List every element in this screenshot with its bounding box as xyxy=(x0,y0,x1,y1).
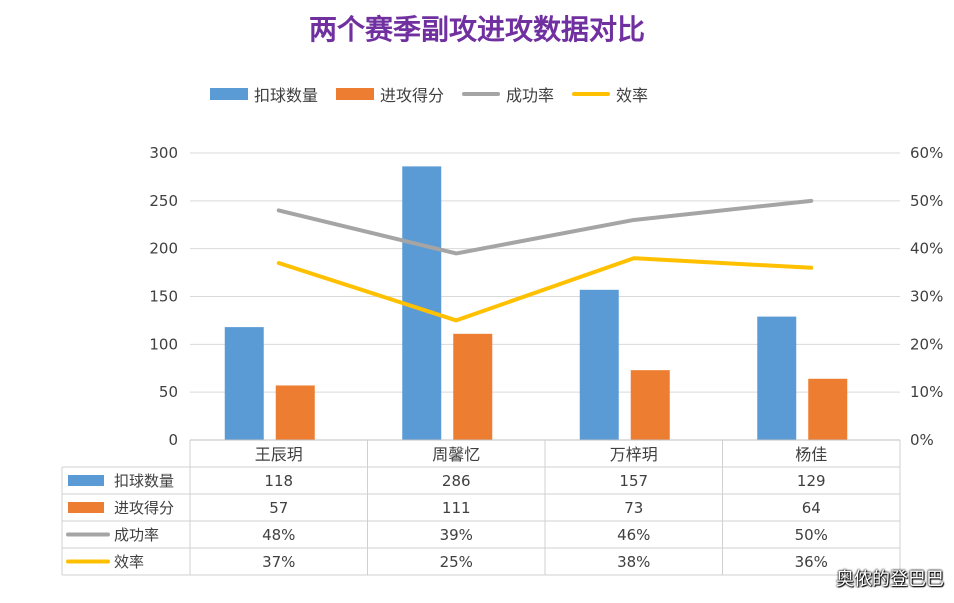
table-cell: 157 xyxy=(619,472,648,490)
series-line xyxy=(276,198,814,256)
table-cell: 118 xyxy=(264,472,293,490)
bar xyxy=(808,378,848,440)
table-cell: 129 xyxy=(797,472,826,490)
y-tick-label: 50 xyxy=(159,383,178,401)
y-tick-label: 150 xyxy=(149,288,178,306)
bar xyxy=(579,289,619,440)
table-legend-swatch xyxy=(68,475,104,486)
y2-tick-label: 20% xyxy=(910,335,943,353)
table-cell: 73 xyxy=(624,499,643,517)
legend-item-1: 进攻得分 xyxy=(336,82,444,106)
y-tick-label: 0 xyxy=(168,431,178,449)
watermark: 奥侬的登巴巴 xyxy=(836,569,944,590)
table-cell: 38% xyxy=(617,553,650,571)
category-label: 万梓玥 xyxy=(610,445,658,464)
y-tick-label: 200 xyxy=(149,240,178,258)
series-line xyxy=(276,256,814,323)
table-series-label: 进攻得分 xyxy=(114,499,174,517)
legend-label: 扣球数量 xyxy=(254,86,319,105)
table-cell: 48% xyxy=(262,526,295,544)
y2-tick-label: 40% xyxy=(910,240,943,258)
table-cell: 39% xyxy=(440,526,473,544)
legend-item-3: 效率 xyxy=(572,82,648,106)
category-label: 王辰玥 xyxy=(255,445,303,464)
table-cell: 286 xyxy=(442,472,471,490)
bar xyxy=(275,385,315,440)
bar xyxy=(224,327,264,440)
table-cell: 37% xyxy=(262,553,295,571)
y2-tick-label: 50% xyxy=(910,192,943,210)
legend-swatch xyxy=(572,92,611,96)
y-tick-label: 100 xyxy=(149,335,178,353)
legend-item-2: 成功率 xyxy=(462,82,554,106)
legend-swatch xyxy=(462,92,501,96)
table-cell: 57 xyxy=(269,499,288,517)
legend-label: 进攻得分 xyxy=(380,86,445,105)
y2-tick-label: 30% xyxy=(910,288,943,306)
table-cell: 111 xyxy=(442,499,471,517)
bar xyxy=(630,370,670,440)
y2-tick-label: 0% xyxy=(910,431,934,449)
legend: 扣球数量 进攻得分 成功率 效率 xyxy=(210,82,648,106)
table-series-label: 成功率 xyxy=(114,526,159,544)
table-cell: 50% xyxy=(795,526,828,544)
table-cell: 36% xyxy=(795,553,828,571)
y-tick-label: 300 xyxy=(149,144,178,162)
table-cell: 25% xyxy=(440,553,473,571)
legend-swatch xyxy=(210,88,248,100)
table-legend-swatch xyxy=(68,502,104,513)
table-cell: 46% xyxy=(617,526,650,544)
bar xyxy=(453,333,493,440)
table-series-label: 扣球数量 xyxy=(114,472,174,490)
legend-swatch xyxy=(336,88,375,100)
bar xyxy=(757,316,797,440)
y-tick-label: 250 xyxy=(149,192,178,210)
chart-title: 两个赛季副攻进攻数据对比 xyxy=(308,13,645,46)
legend-label: 效率 xyxy=(616,86,649,105)
legend-item-0: 扣球数量 xyxy=(210,82,318,106)
legend-label: 成功率 xyxy=(506,86,555,105)
category-label: 周馨忆 xyxy=(432,445,480,464)
y2-tick-label: 10% xyxy=(910,383,943,401)
category-label: 杨佳 xyxy=(795,445,827,464)
y2-tick-label: 60% xyxy=(910,144,943,162)
table-cell: 64 xyxy=(802,499,821,517)
table-series-label: 效率 xyxy=(114,553,144,571)
